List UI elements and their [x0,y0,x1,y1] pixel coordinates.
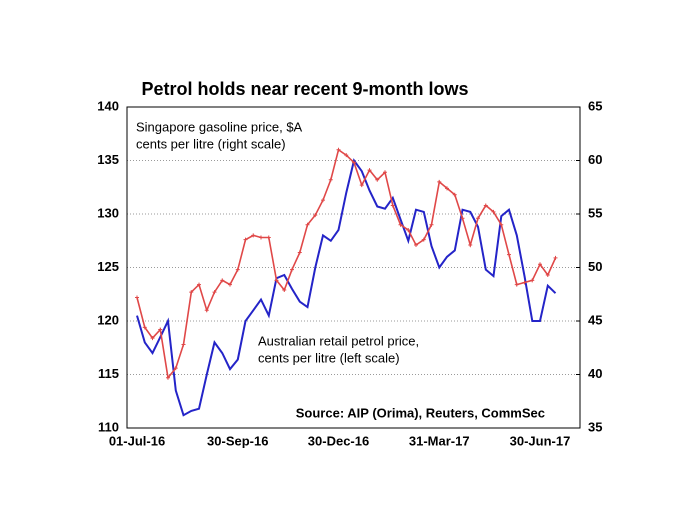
point-marker [359,183,364,188]
point-marker [538,262,542,267]
point-marker [375,177,380,182]
point-marker [297,250,302,255]
y2-tick-label: 55 [588,205,602,220]
point-marker [367,168,372,173]
y-tick-label: 135 [97,152,119,167]
point-marker [452,192,457,197]
point-marker [553,255,558,260]
point-marker [468,243,473,248]
point-marker [460,216,465,221]
point-marker [414,243,418,248]
y2-tick-label: 50 [588,259,602,274]
point-marker [181,342,186,347]
point-marker [274,278,279,283]
annotation: Australian retail petrol price, [258,333,419,348]
x-tick-label: 30-Dec-16 [308,433,369,448]
point-marker [429,222,434,227]
point-marker [406,228,411,233]
point-marker [235,267,240,272]
x-tick-label: 30-Sep-16 [207,433,268,448]
point-marker [220,278,225,283]
point-marker [522,280,527,285]
point-marker [251,233,256,238]
y2-tick-label: 65 [588,98,602,113]
point-marker [383,170,387,175]
y2-tick-label: 45 [588,312,602,327]
point-marker [135,295,139,300]
x-tick-label: 01-Jul-16 [109,433,165,448]
y2-tick-label: 40 [588,366,602,381]
point-marker [204,308,209,313]
point-marker [282,287,287,292]
point-marker [150,336,155,341]
point-marker [545,272,550,277]
point-marker [158,327,163,332]
x-tick-label: 30-Jun-17 [510,433,571,448]
y-tick-label: 130 [97,205,119,220]
point-marker [189,290,194,295]
point-marker [321,198,325,203]
y-tick-label: 125 [97,259,119,274]
annotation: cents per litre (right scale) [136,136,286,151]
point-marker [166,375,170,380]
x-tick-label: 31-Mar-17 [409,433,470,448]
y-tick-label: 120 [97,312,119,327]
point-marker [259,235,263,240]
y2-tick-label: 35 [588,419,602,434]
point-marker [212,290,217,295]
point-marker [336,147,341,152]
point-marker [142,325,147,330]
point-marker [483,203,488,208]
annotation: Source: AIP (Orima), Reuters, CommSec [296,405,545,420]
series-line [136,158,557,417]
point-marker [344,153,349,158]
point-marker [290,267,294,272]
annotation: Singapore gasoline price, $A [136,119,303,134]
point-marker [390,203,395,208]
point-marker [421,237,426,242]
point-marker [243,237,248,242]
point-marker [491,209,496,214]
point-marker [476,216,480,221]
y-tick-label: 110 [98,419,119,434]
point-marker [499,222,504,227]
point-marker [228,282,232,287]
plot-frame [126,106,581,429]
point-marker [305,222,310,227]
point-marker [437,179,442,184]
point-marker [313,213,318,218]
point-marker [266,235,271,240]
y-tick-label: 140 [97,98,119,113]
point-marker [173,366,178,371]
chart-title: Petrol holds near recent 9-month lows [141,79,468,99]
point-marker [398,222,403,227]
point-marker [514,282,519,287]
point-marker [445,186,449,191]
point-marker [197,282,201,287]
y2-tick-label: 60 [588,152,602,167]
point-marker [507,252,511,257]
point-marker [328,177,333,182]
point-marker [530,278,535,283]
point-marker [352,160,356,165]
annotation: cents per litre (left scale) [258,350,400,365]
y-tick-label: 115 [98,366,119,381]
